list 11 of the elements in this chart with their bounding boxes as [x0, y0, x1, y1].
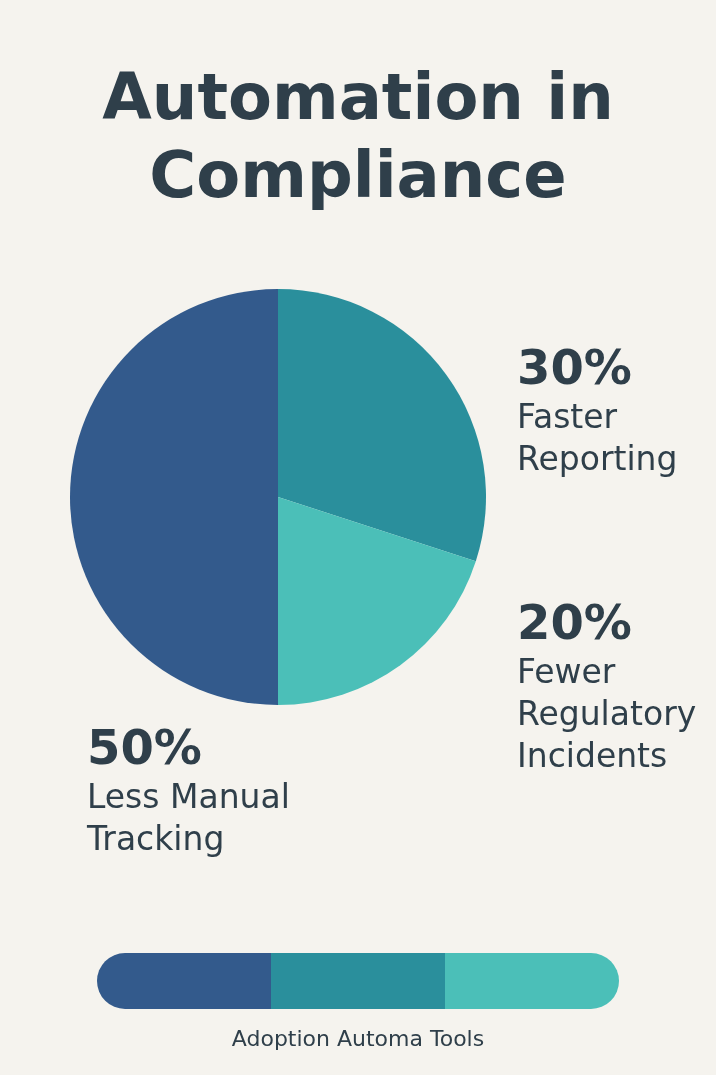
slice-label: Fewer Regulatory Incidents — [517, 651, 698, 777]
data-label: 30% — [517, 338, 633, 396]
slice-label: Less Manual Tracking — [87, 776, 291, 860]
slice-label: Faster Reporting — [517, 396, 679, 480]
pie-slice — [278, 497, 476, 705]
pie-slice — [278, 289, 486, 562]
pie-slice — [70, 289, 278, 705]
chart-title: Automation in Compliance — [101, 59, 615, 214]
data-label: 50% — [87, 718, 203, 776]
data-label: 20% — [517, 593, 633, 651]
text: Adoption Automa Tools — [230, 1026, 486, 1051]
